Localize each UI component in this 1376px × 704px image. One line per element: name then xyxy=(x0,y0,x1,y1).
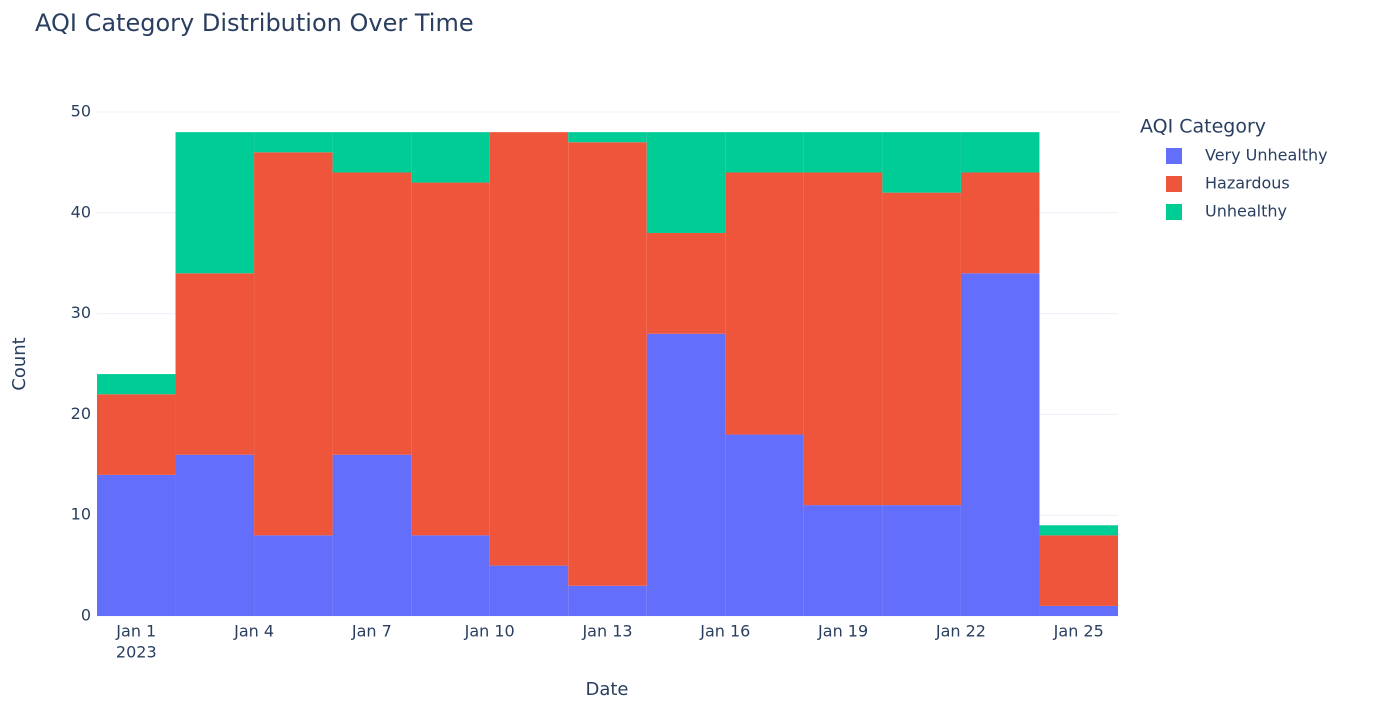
legend-swatch xyxy=(1166,204,1182,220)
chart-title: AQI Category Distribution Over Time xyxy=(35,9,474,37)
bar xyxy=(882,192,961,506)
bar xyxy=(97,474,176,616)
bar xyxy=(411,182,490,536)
bar xyxy=(646,132,726,233)
x-tick-label: Jan 7 xyxy=(351,622,392,641)
legend-label: Very Unhealthy xyxy=(1205,146,1328,165)
x-tick-label: Jan 4 xyxy=(233,622,274,641)
x-tick-year: 2023 xyxy=(116,643,157,662)
y-tick-label: 10 xyxy=(71,505,91,524)
bar xyxy=(960,172,1040,274)
x-tick-label: Jan 16 xyxy=(699,622,750,641)
bar xyxy=(1039,535,1118,606)
bar xyxy=(1039,605,1118,616)
x-tick-label: Jan 10 xyxy=(464,622,515,641)
bar xyxy=(254,535,333,616)
y-tick-label: 20 xyxy=(71,404,91,423)
bar xyxy=(803,505,883,616)
y-tick-label: 0 xyxy=(81,606,91,625)
bar xyxy=(489,132,569,566)
bar xyxy=(1039,525,1118,536)
bar xyxy=(725,132,804,173)
bar xyxy=(411,132,490,183)
y-axis-label: Count xyxy=(9,337,30,390)
legend-label: Unhealthy xyxy=(1205,202,1287,221)
x-axis-label: Date xyxy=(585,679,628,700)
legend-label: Hazardous xyxy=(1205,174,1290,193)
x-tick-label: Jan 13 xyxy=(581,622,632,641)
x-tick-label: Jan 22 xyxy=(935,622,986,641)
bar xyxy=(97,374,176,395)
y-tick-label: 40 xyxy=(71,202,91,221)
x-tick-label: Jan 19 xyxy=(817,622,868,641)
bar xyxy=(646,333,726,616)
bar xyxy=(175,132,255,274)
bar xyxy=(332,454,412,616)
bar xyxy=(882,505,961,616)
legend-swatch xyxy=(1166,176,1182,192)
bar xyxy=(725,172,804,435)
bar xyxy=(568,585,647,616)
x-tick-label: Jan 25 xyxy=(1053,622,1104,641)
legend-title: AQI Category xyxy=(1140,116,1266,138)
bar xyxy=(646,232,726,334)
bar xyxy=(803,172,883,506)
bar xyxy=(175,454,255,616)
bar xyxy=(568,132,647,143)
bar xyxy=(489,565,569,616)
bar xyxy=(254,132,333,153)
legend-swatch xyxy=(1166,148,1182,164)
bar xyxy=(960,273,1040,616)
bar xyxy=(332,172,412,455)
bar xyxy=(175,273,255,455)
x-tick-label: Jan 1 xyxy=(115,622,156,641)
bar xyxy=(97,394,176,475)
bar xyxy=(960,132,1040,173)
bar xyxy=(254,152,333,536)
bar xyxy=(568,142,647,586)
y-tick-label: 50 xyxy=(71,102,91,121)
y-tick-label: 30 xyxy=(71,303,91,322)
bar xyxy=(803,132,883,173)
bar xyxy=(725,434,804,616)
bar xyxy=(332,132,412,173)
bar xyxy=(882,132,961,193)
bar xyxy=(411,535,490,616)
